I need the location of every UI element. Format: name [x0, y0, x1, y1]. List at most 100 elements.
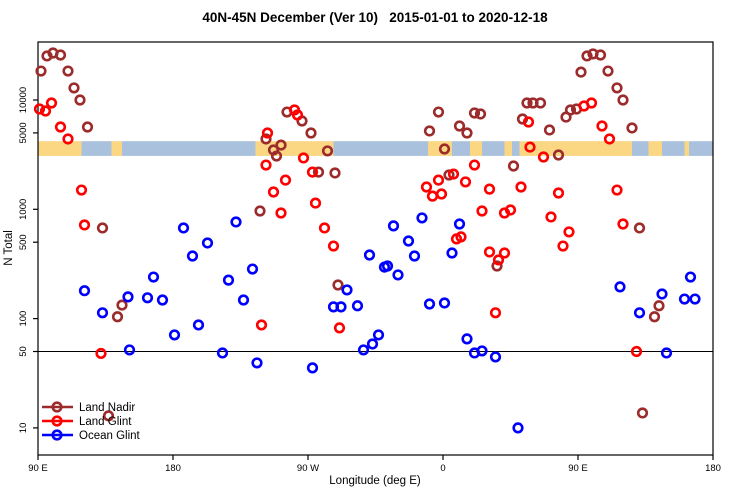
x-tick-label: 0: [440, 463, 445, 474]
data-point: [498, 207, 511, 219]
data-point: [489, 307, 502, 319]
map-band-segment-ocean: [512, 141, 520, 156]
data-point: [230, 216, 242, 228]
data-point: [123, 344, 136, 356]
data-point: [96, 222, 109, 234]
data-point: [633, 307, 646, 319]
data-point: [660, 347, 673, 359]
y-tick-label: 50: [18, 346, 29, 357]
data-point: [78, 285, 91, 297]
data-point: [585, 97, 598, 109]
data-point: [357, 344, 370, 356]
data-point: [75, 184, 88, 196]
data-point: [297, 152, 310, 164]
y-axis-title: N Total: [3, 230, 15, 266]
data-point: [62, 65, 74, 77]
data-point: [237, 294, 250, 306]
map-band-segment-land: [38, 141, 82, 156]
data-point: [653, 300, 665, 312]
data-point: [617, 218, 629, 230]
map-band-segment-land: [684, 141, 689, 156]
data-point: [564, 104, 577, 116]
legend-marker-icon: [51, 429, 63, 441]
data-point: [611, 184, 623, 196]
data-point: [545, 211, 557, 223]
data-point: [491, 260, 503, 272]
data-point: [453, 120, 466, 132]
data-point: [306, 362, 319, 374]
data-point: [141, 292, 154, 304]
data-point: [270, 150, 283, 162]
data-point: [78, 219, 91, 231]
data-point: [366, 338, 379, 350]
legend-label: Ocean Glint: [79, 430, 141, 442]
data-point: [498, 247, 511, 259]
map-band-segment-land: [504, 141, 512, 156]
y-tick-label: 500: [18, 234, 29, 250]
data-point: [543, 124, 556, 136]
data-point: [329, 167, 341, 179]
data-point: [459, 176, 472, 188]
data-point: [335, 301, 347, 313]
data-point: [656, 288, 668, 300]
data-point: [432, 174, 445, 186]
data-point: [611, 82, 623, 94]
series-land-nadir: [35, 47, 665, 422]
data-point: [534, 97, 547, 109]
data-point: [402, 235, 415, 247]
data-point: [177, 222, 190, 234]
data-point: [68, 82, 80, 94]
data-point: [54, 121, 67, 133]
data-point: [332, 279, 344, 291]
data-point: [327, 240, 340, 252]
data-point: [291, 109, 304, 121]
data-point: [446, 247, 458, 259]
map-band-segment-ocean: [81, 141, 112, 156]
data-point: [575, 66, 587, 78]
data-point: [62, 133, 74, 145]
data-point: [333, 322, 346, 334]
data-point: [524, 141, 536, 153]
data-point: [438, 143, 451, 155]
data-point: [614, 281, 626, 293]
data-point: [443, 169, 455, 181]
data-point: [408, 250, 421, 262]
series-land-glint: [33, 97, 643, 360]
data-point: [312, 166, 325, 178]
data-point: [468, 159, 481, 171]
data-point: [102, 410, 115, 422]
legend-marker-icon: [51, 415, 63, 427]
data-point: [341, 284, 353, 296]
x-tick-label: 90 W: [297, 463, 319, 474]
data-point: [261, 127, 274, 139]
legend: Land Nadir Land Glint Ocean Glint: [42, 401, 141, 442]
data-point: [111, 311, 124, 323]
data-point: [483, 246, 496, 258]
data-point: [633, 222, 646, 234]
legend-marker-icon: [51, 401, 63, 413]
data-point: [630, 345, 643, 358]
data-point: [387, 220, 400, 232]
x-axis-title: Longitude (deg E): [329, 475, 421, 487]
data-point: [260, 133, 272, 145]
data-point: [557, 240, 569, 252]
data-point: [521, 97, 533, 109]
data-point: [594, 49, 607, 61]
data-point: [626, 122, 638, 134]
data-point: [636, 407, 649, 419]
y-tick-label: 1000: [18, 199, 29, 220]
data-point: [689, 293, 701, 305]
x-tick-label: 180: [705, 463, 721, 474]
map-band: [38, 141, 713, 156]
data-point: [81, 121, 94, 133]
data-point: [678, 293, 691, 305]
data-point: [305, 127, 317, 139]
data-point: [603, 133, 616, 145]
data-point: [45, 97, 58, 109]
legend-label: Land Nadir: [79, 402, 135, 414]
data-point: [432, 106, 445, 118]
data-point: [372, 329, 385, 341]
data-point: [507, 160, 520, 172]
data-point: [267, 186, 280, 198]
